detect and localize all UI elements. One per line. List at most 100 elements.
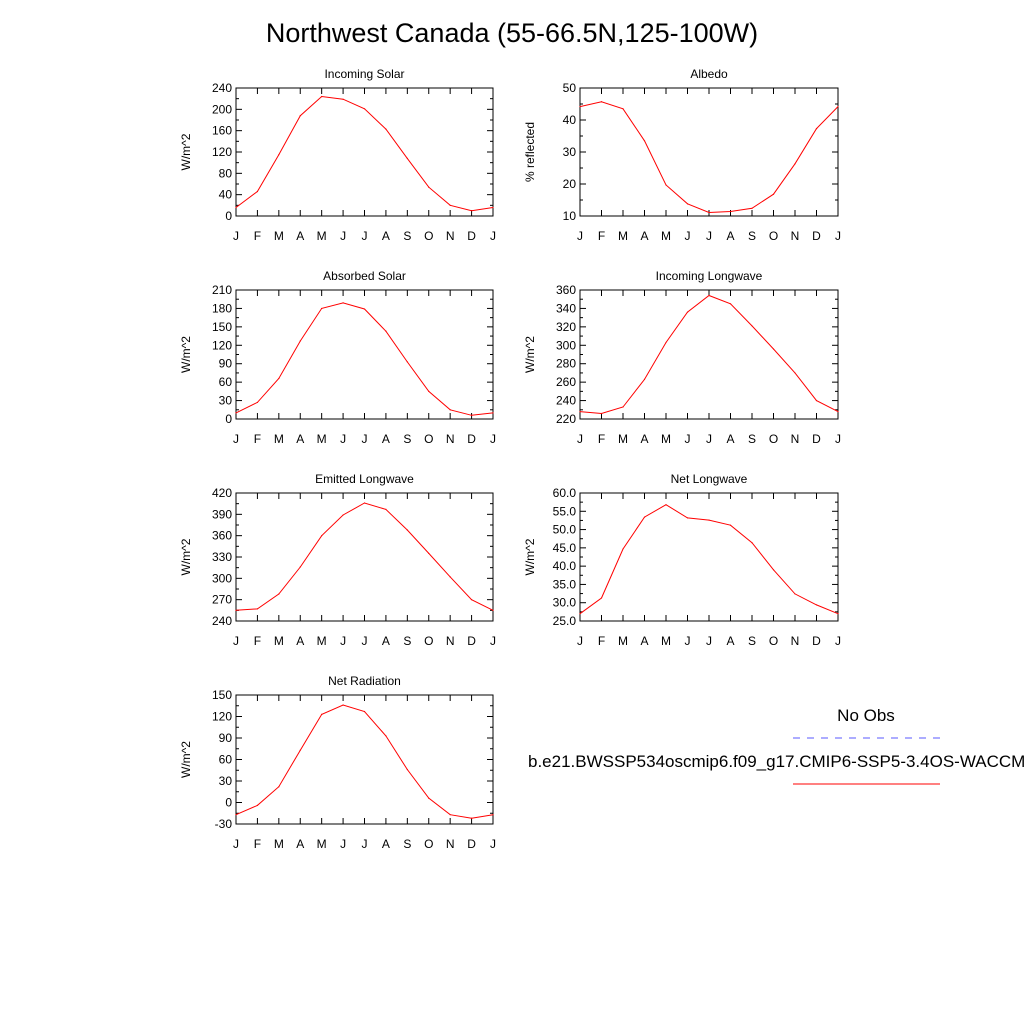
x-tick-label: M [661,432,671,446]
x-tick-label: S [748,229,756,243]
series-line [235,302,494,416]
x-tick-label: A [640,229,648,243]
y-tick-label: -30 [215,817,233,831]
y-axis-label: W/m^2 [179,336,193,373]
x-tick-label: J [362,229,368,243]
data-point [278,377,280,380]
data-point [600,597,603,599]
x-tick-label: J [233,229,239,243]
x-tick-label: M [317,432,327,446]
y-axis-label: % reflected [523,122,537,182]
x-tick-label: J [490,229,496,243]
y-tick-label: 40.0 [553,559,577,573]
chart-panel-6: Net Longwave W/m^2 25.0 30.0 35.0 40.0 45.0 50.… [523,472,841,648]
x-tick-label: S [403,837,411,851]
panel-title: Net Radiation [328,674,401,688]
data-point [363,108,366,110]
data-point [492,814,494,816]
y-tick-label: 90 [219,731,233,745]
data-point [406,361,408,363]
y-tick-label: 0 [225,209,232,223]
data-point [321,535,323,537]
plot-frame [235,694,494,825]
data-point [600,101,603,103]
data-point [428,797,430,799]
x-tick-label: A [726,229,734,243]
y-tick-label: 10 [563,209,577,223]
data-point [815,399,818,402]
y-tick-label: 60 [219,375,233,389]
data-point [665,341,667,344]
y-tick-label: 55.0 [553,504,577,518]
y-tick-label: 120 [212,145,232,159]
x-tick-label: M [274,432,284,446]
x-tick-label: A [640,634,648,648]
y-tick-label: 60.0 [553,486,577,500]
y-tick-label: 390 [212,507,232,521]
y-tick-label: 150 [212,688,232,702]
data-point [321,713,323,715]
panel-title: Net Longwave [671,472,748,486]
x-tick-label: N [446,634,455,648]
x-tick-label: F [598,634,605,648]
x-tick-label: O [424,432,433,446]
data-point [643,140,646,142]
x-tick-label: N [791,432,800,446]
x-tick-label: A [726,432,734,446]
data-point [428,390,430,392]
chart-panel-4: Incoming Longwave W/m^2 220 240 260 280 300 320… [523,269,841,446]
series-line [235,502,494,611]
plot-frame [579,289,839,420]
data-point [342,704,344,706]
data-point [256,401,259,404]
data-point [837,613,839,615]
data-point [449,814,451,816]
x-tick-label: J [340,229,346,243]
y-tick-label: 240 [556,394,576,408]
x-tick-label: J [233,837,239,851]
data-point [342,98,344,100]
data-point [342,302,344,304]
y-tick-label: 300 [212,571,232,585]
y-tick-label: 40 [219,188,233,202]
data-point [686,517,689,519]
y-tick-label: 240 [212,614,232,628]
data-point [256,608,259,610]
x-tick-label: M [274,634,284,648]
x-tick-label: M [317,229,327,243]
y-axis-label: W/m^2 [179,133,193,170]
data-point [321,95,323,98]
plot-frame [235,87,494,217]
data-point [299,340,301,342]
x-tick-label: N [446,432,455,446]
x-tick-label: O [769,432,778,446]
y-tick-label: 420 [212,486,232,500]
x-tick-label: J [706,432,712,446]
x-tick-label: M [317,634,327,648]
y-axis-label: W/m^2 [179,741,193,778]
x-tick-label: A [382,229,390,243]
data-point [622,108,624,110]
data-point [406,157,408,159]
x-tick-label: J [340,432,346,446]
y-tick-label: 25.0 [553,614,577,628]
data-point [470,210,473,212]
data-point [278,154,280,156]
data-point [794,372,796,374]
y-tick-label: 340 [556,301,576,315]
data-point [363,308,366,310]
x-tick-label: D [812,432,821,446]
data-point [470,414,473,416]
data-point [643,378,646,380]
x-tick-label: N [446,837,455,851]
x-tick-label: J [362,432,368,446]
x-tick-label: D [467,634,476,648]
x-tick-label: A [296,634,304,648]
data-point [470,817,473,819]
data-point [772,569,775,571]
y-tick-label: 120 [212,338,232,352]
x-tick-label: O [769,229,778,243]
x-tick-label: S [403,634,411,648]
data-point [385,508,387,510]
